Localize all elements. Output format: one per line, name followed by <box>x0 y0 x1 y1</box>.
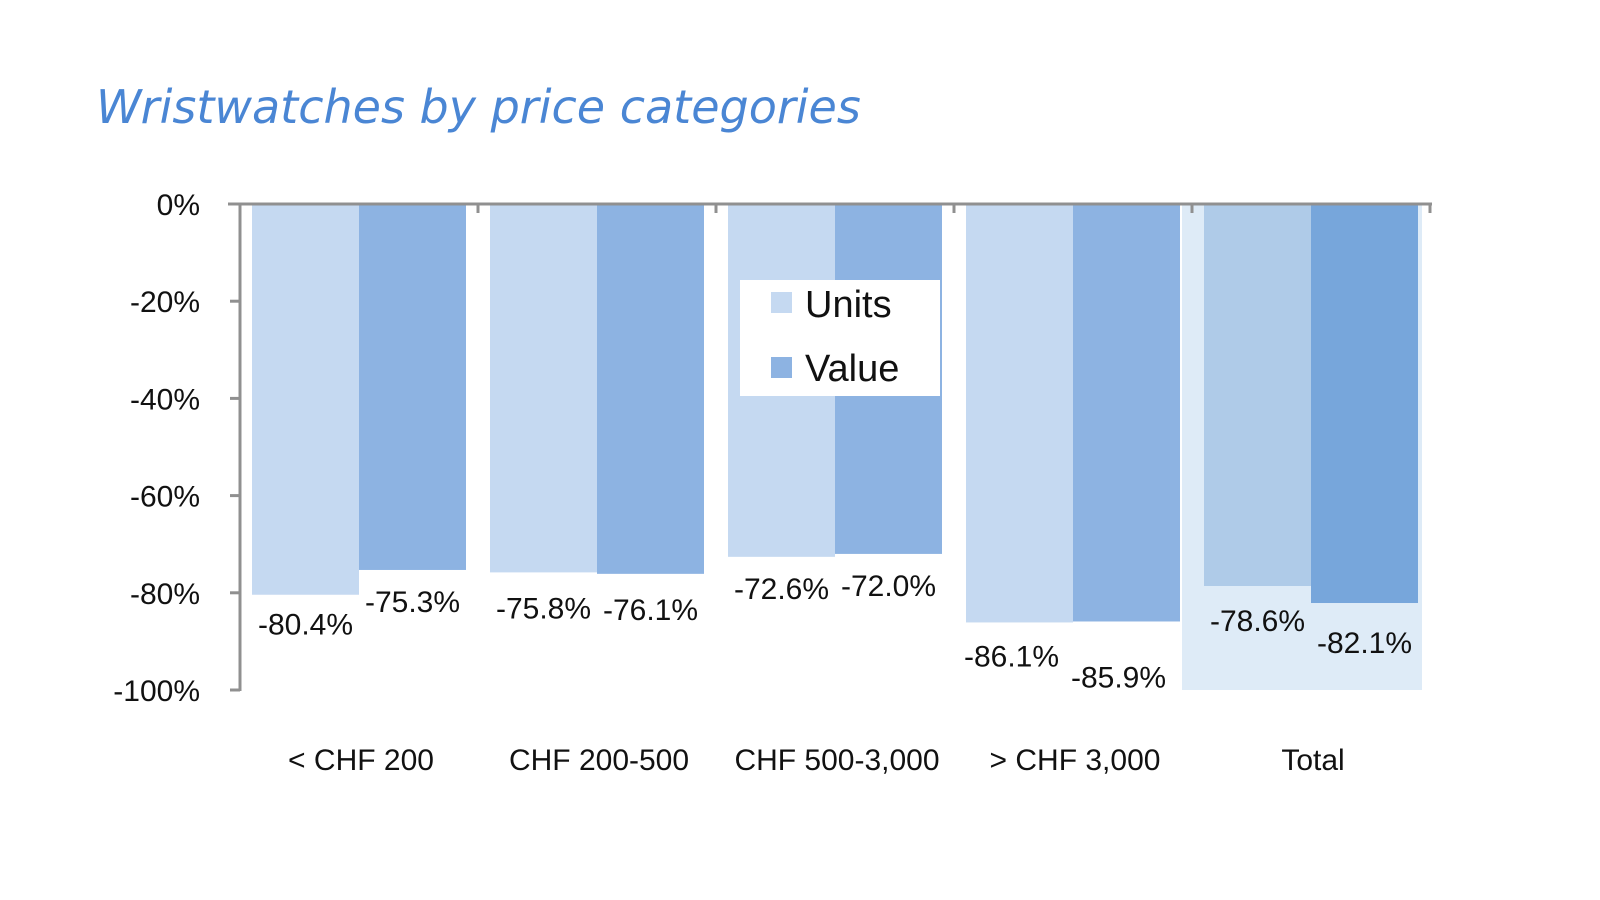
category-label-chf-200-500: CHF 200-500 <box>509 744 689 777</box>
data-label-value-total: -82.1% <box>1317 627 1412 660</box>
y-tick-label: 0% <box>157 189 200 222</box>
y-tick-label: -40% <box>130 383 200 416</box>
bar-value-chf-200 <box>359 204 466 570</box>
y-tick-label: -80% <box>130 578 200 611</box>
y-tick-label: -100% <box>113 675 200 708</box>
data-label-units-chf-500-3-000: -72.6% <box>734 573 829 606</box>
data-label-units-chf-200-500: -75.8% <box>496 592 591 625</box>
category-label-chf-3-000: > CHF 3,000 <box>990 744 1161 777</box>
legend-swatch-units <box>771 292 792 313</box>
axes-layer: 0% -20% -40% -60% -80% -100% <box>113 189 1432 708</box>
data-label-units-total: -78.6% <box>1210 605 1305 638</box>
bar-units-chf-200-500 <box>490 204 597 573</box>
data-label-value-chf-3-000: -85.9% <box>1071 661 1166 694</box>
y-tick-label: -20% <box>130 286 200 319</box>
data-label-units-chf-200: -80.4% <box>258 609 353 642</box>
bar-value-total <box>1311 204 1418 604</box>
chart-title: Wristwatches by price categories <box>96 80 861 134</box>
category-label-chf-200: < CHF 200 <box>288 744 434 777</box>
bar-units-chf-3-000 <box>966 204 1073 623</box>
data-label-value-chf-500-3-000: -72.0% <box>841 570 936 603</box>
legend-label-value: Value <box>805 348 899 390</box>
bar-units-chf-200 <box>252 204 359 595</box>
legend-swatch-value <box>771 357 792 378</box>
bar-units-total <box>1204 204 1311 586</box>
data-labels-layer: < CHF 200 CHF 200-500 CHF 500-3,000 > CHF 3… <box>258 570 1412 777</box>
category-label-chf-500-3-000: CHF 500-3,000 <box>734 744 939 777</box>
bars-layer <box>252 204 1418 623</box>
bar-value-chf-3-000 <box>1073 204 1180 622</box>
legend-label-units: Units <box>805 284 892 326</box>
data-label-value-chf-200: -75.3% <box>365 586 460 619</box>
data-label-value-chf-200-500: -76.1% <box>603 594 698 627</box>
legend: Units Value <box>740 280 940 396</box>
y-tick-label: -60% <box>130 481 200 514</box>
bar-value-chf-200-500 <box>597 204 704 574</box>
category-label-total: Total <box>1281 744 1344 777</box>
data-label-units-chf-3-000: -86.1% <box>964 640 1059 673</box>
